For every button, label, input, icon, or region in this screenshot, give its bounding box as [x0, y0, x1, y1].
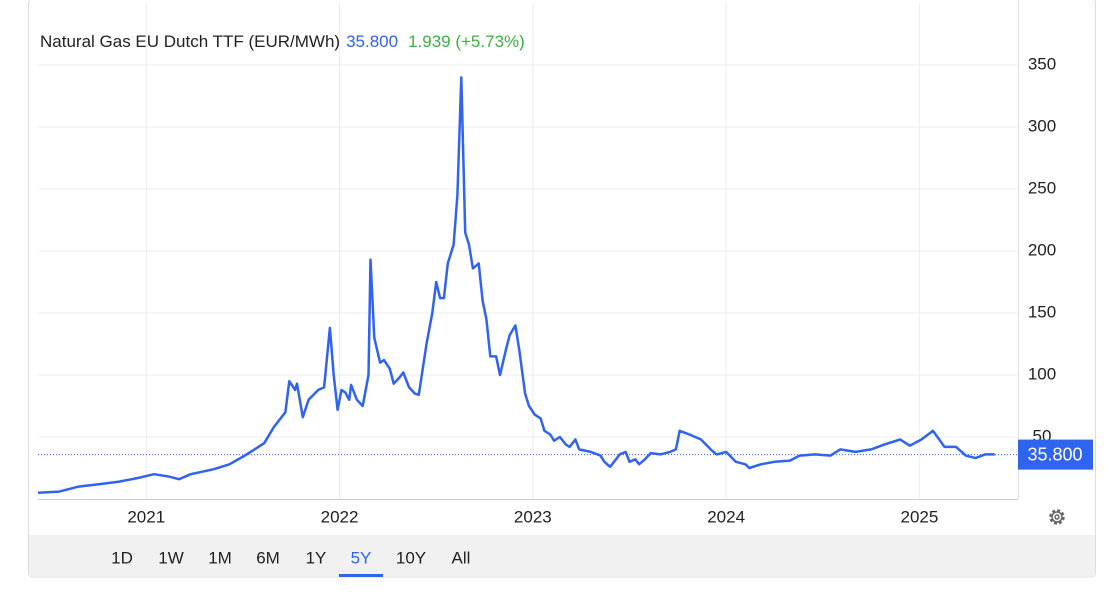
range-button[interactable]: 1W [158, 548, 184, 567]
y-tick-label: 150 [1028, 302, 1056, 321]
y-tick-label: 250 [1028, 178, 1056, 197]
x-tick-label: 2024 [707, 507, 745, 526]
y-tick-label: 200 [1028, 240, 1056, 259]
chart-frame [28, 0, 1096, 578]
toolbar-buttons: 1D 1W 1M 6M 1Y 5Y 10Y All [111, 548, 470, 577]
x-tick-label: 2023 [514, 507, 552, 526]
gear-teeth [1049, 509, 1065, 525]
y-tick-label: 350 [1028, 54, 1056, 73]
chart-title: Natural Gas EU Dutch TTF (EUR/MWh) [40, 32, 340, 51]
settings-icon[interactable] [1049, 509, 1065, 525]
active-range-underline [339, 574, 383, 577]
x-tick-label: 2025 [901, 507, 939, 526]
range-button[interactable]: 1Y [306, 548, 327, 567]
x-tick-label: 2021 [127, 507, 165, 526]
range-button[interactable]: 6M [256, 548, 280, 567]
price-change: 1.939 (+5.73%) [408, 32, 525, 51]
last-price-badge [1018, 439, 1093, 470]
toolbar [29, 535, 1095, 576]
x-tick-label: 2022 [321, 507, 359, 526]
last-price: 35.800 [346, 32, 398, 51]
plot: 35.800 [37, 76, 1093, 495]
range-button[interactable]: All [452, 548, 471, 567]
range-button[interactable]: 5Y [351, 548, 372, 567]
gear-hub [1054, 514, 1060, 520]
chart-header: Natural Gas EU Dutch TTF (EUR/MWh) 35.800… [40, 32, 525, 51]
range-button[interactable]: 10Y [396, 548, 426, 567]
y-tick-label: 100 [1028, 364, 1056, 383]
last-price-badge-label: 35.800 [1027, 444, 1082, 464]
price-line [37, 76, 995, 495]
y-tick-label: 300 [1028, 116, 1056, 135]
range-button[interactable]: 1D [111, 548, 133, 567]
gear-ring [1051, 511, 1063, 523]
range-button[interactable]: 1M [208, 548, 232, 567]
